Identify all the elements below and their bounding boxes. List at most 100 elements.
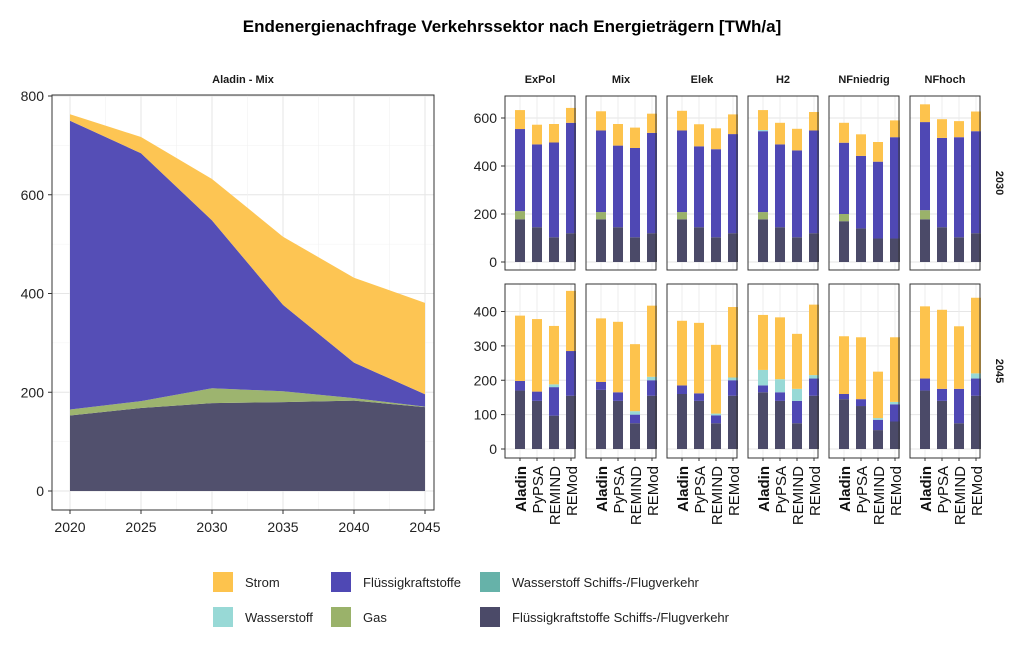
bar-segment bbox=[839, 336, 849, 394]
bar-segment bbox=[920, 306, 930, 379]
facet-border bbox=[909, 283, 981, 459]
bar-segment bbox=[971, 378, 981, 396]
area-series bbox=[70, 388, 425, 416]
legend-swatch bbox=[331, 607, 351, 627]
tick-label-y: 200 bbox=[21, 384, 45, 400]
bar-segment bbox=[937, 227, 947, 262]
bar-segment bbox=[873, 418, 883, 420]
bar-segment bbox=[775, 400, 785, 449]
bar-segment bbox=[792, 237, 802, 262]
bar-segment bbox=[920, 104, 930, 123]
facet-border bbox=[828, 283, 900, 459]
bar-segment bbox=[630, 414, 640, 424]
bar-segment bbox=[630, 423, 640, 449]
bar-segment bbox=[711, 237, 721, 262]
bar-segment bbox=[792, 128, 802, 151]
bar-segment bbox=[954, 237, 964, 262]
bar-segment bbox=[613, 400, 623, 449]
tick-label-y: 0 bbox=[489, 441, 497, 457]
bar-segment bbox=[758, 131, 768, 213]
bar-segment bbox=[728, 380, 738, 396]
bar-segment bbox=[971, 233, 981, 262]
bar-segment bbox=[775, 144, 785, 228]
bar-segment bbox=[728, 114, 738, 135]
bar-segment bbox=[758, 219, 768, 262]
tick-label-x: REMIND bbox=[628, 466, 645, 525]
tick-label-y: 200 bbox=[474, 206, 498, 222]
tick-label-x: REMIND bbox=[709, 466, 726, 525]
bar-segment bbox=[596, 381, 606, 390]
bar-segment bbox=[775, 392, 785, 401]
bar-segment bbox=[647, 233, 657, 262]
facet-row-title: 2030 bbox=[993, 171, 1005, 195]
tick-label-x: REMod bbox=[888, 466, 905, 516]
bar-segment bbox=[630, 344, 640, 412]
bar-segment bbox=[856, 155, 866, 229]
facet-border bbox=[666, 95, 738, 271]
bar-segment bbox=[532, 400, 542, 449]
bar-segment bbox=[694, 393, 704, 401]
bar-segment bbox=[677, 130, 687, 213]
bar-segment bbox=[937, 119, 947, 138]
area-series bbox=[70, 400, 425, 491]
bar-segment bbox=[890, 337, 900, 402]
tick-label-y: 400 bbox=[474, 304, 498, 320]
area-series bbox=[70, 120, 425, 410]
tick-label-x: Aladin bbox=[513, 466, 530, 512]
bar-segment bbox=[711, 423, 721, 449]
tick-label-y: 200 bbox=[474, 372, 498, 388]
legend: Strom Flüssigkraftstoffe Wasserstoff Schif… bbox=[213, 572, 730, 627]
bar-segment bbox=[758, 314, 768, 370]
facet-border bbox=[585, 283, 657, 459]
tick-label-x: REMod bbox=[645, 466, 662, 516]
bar-segment bbox=[839, 122, 849, 143]
tick-label-x: PyPSA bbox=[854, 466, 871, 514]
bar-segment bbox=[920, 378, 930, 391]
bar-segment bbox=[809, 375, 819, 379]
bar-segment bbox=[873, 238, 883, 262]
bar-segment bbox=[677, 385, 687, 394]
bar-segment bbox=[873, 142, 883, 162]
bar-segment bbox=[515, 211, 525, 220]
bar-segment bbox=[647, 113, 657, 133]
legend-swatch bbox=[331, 572, 351, 592]
facet-border bbox=[747, 95, 819, 271]
bar-segment bbox=[809, 130, 819, 234]
legend-swatch bbox=[480, 607, 500, 627]
bar-segment bbox=[728, 307, 738, 378]
bar-segment bbox=[971, 395, 981, 449]
bar-segment bbox=[839, 399, 849, 449]
bar-segment bbox=[809, 304, 819, 376]
bar-segment bbox=[937, 400, 947, 449]
bar-segment bbox=[549, 415, 559, 449]
bar-segment bbox=[647, 132, 657, 234]
bar-segment bbox=[596, 389, 606, 449]
facet-column-title: NFhoch bbox=[925, 74, 966, 86]
bar-segment bbox=[792, 400, 802, 424]
legend-label: Strom bbox=[245, 575, 280, 590]
bar-segment bbox=[613, 124, 623, 146]
facet-column-title: H2 bbox=[776, 74, 790, 86]
bar-segment bbox=[839, 214, 849, 222]
bar-segment bbox=[937, 309, 947, 389]
bar-segment bbox=[792, 388, 802, 401]
chart-title: Endenergienachfrage Verkehrssektor nach … bbox=[243, 17, 782, 36]
bar-segment bbox=[532, 144, 542, 228]
bar-segment bbox=[630, 237, 640, 262]
tick-label-x: 2020 bbox=[54, 519, 85, 535]
bar-segment bbox=[694, 146, 704, 228]
bar-segment bbox=[711, 344, 721, 414]
bar-segment bbox=[630, 127, 640, 148]
tick-label-x: REMIND bbox=[952, 466, 969, 525]
area-chart-panel: Aladin - Mix 0 200 400 600 800 2020 2025 2030 203… bbox=[21, 74, 441, 535]
legend-label: Wasserstoff bbox=[245, 610, 313, 625]
bar-segment bbox=[711, 128, 721, 150]
bar-segment bbox=[809, 378, 819, 396]
bar-segment bbox=[839, 142, 849, 214]
bar-segment bbox=[694, 400, 704, 449]
legend-label: Wasserstoff Schiffs-/Flugverkehr bbox=[512, 575, 700, 590]
bar-segment bbox=[677, 212, 687, 220]
tick-label-x: REMod bbox=[726, 466, 743, 516]
tick-label-x: 2030 bbox=[196, 519, 227, 535]
